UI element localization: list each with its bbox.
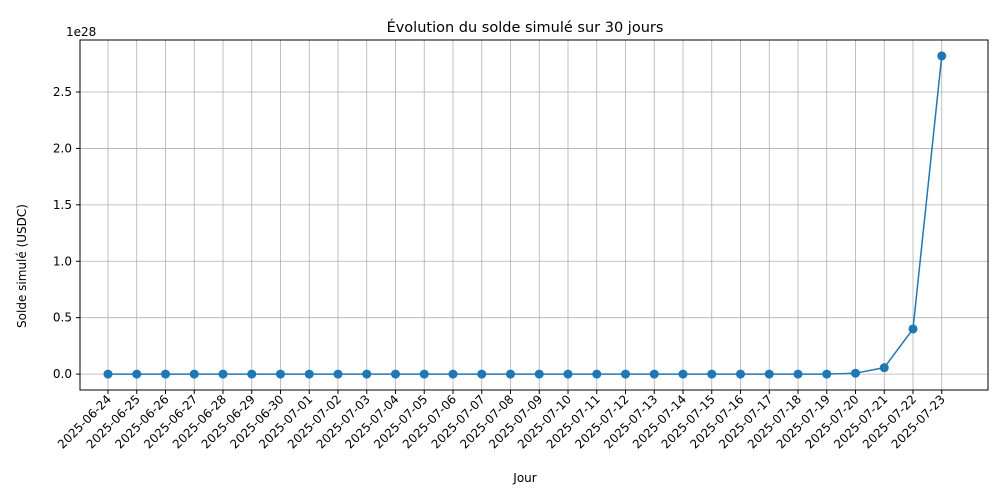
data-point <box>678 369 688 379</box>
plot-frame <box>79 39 989 391</box>
x-axis-label: Jour <box>512 471 536 485</box>
data-point <box>189 369 199 379</box>
data-point <box>908 324 918 334</box>
data-point <box>793 369 803 379</box>
y-tick-label: 0.5 <box>53 311 72 325</box>
data-point <box>822 369 832 379</box>
x-axis: 2025-06-242025-06-252025-06-262025-06-27… <box>55 390 948 451</box>
chart-title: Évolution du solde simulé sur 30 jours <box>387 19 664 36</box>
y-axis-label: Solde simulé (USDC) <box>15 204 29 328</box>
data-point <box>937 51 947 61</box>
data-point <box>276 369 285 379</box>
y-offset-label: 1e28 <box>66 25 96 39</box>
data-point <box>448 369 458 379</box>
y-tick-label: 1.0 <box>53 254 72 268</box>
data-point <box>333 369 343 379</box>
y-tick-label: 2.0 <box>53 141 72 155</box>
series <box>103 51 947 379</box>
data-point <box>649 369 659 379</box>
data-point <box>477 369 487 379</box>
y-tick-label: 2.5 <box>53 85 72 99</box>
grid <box>80 40 988 390</box>
y-tick-label: 1.5 <box>53 198 72 212</box>
y-axis: 0.0 0.5 1.0 1.5 2.0 2.5 <box>53 85 80 381</box>
data-point <box>103 369 113 379</box>
data-point <box>764 369 774 379</box>
data-point <box>621 369 630 379</box>
data-point <box>707 369 717 379</box>
data-point <box>132 369 142 379</box>
data-point <box>879 363 889 373</box>
data-point <box>851 368 860 378</box>
data-point <box>506 369 515 379</box>
series-line <box>108 55 943 375</box>
data-point <box>534 369 544 379</box>
data-point <box>161 369 170 379</box>
data-point <box>592 369 602 379</box>
y-tick-label: 0.0 <box>53 367 72 381</box>
data-point <box>391 369 400 379</box>
data-point <box>218 369 228 379</box>
data-point <box>736 369 745 379</box>
data-point <box>563 369 573 379</box>
data-point <box>362 369 372 379</box>
data-point <box>247 369 257 379</box>
data-point <box>304 369 314 379</box>
data-point <box>419 369 429 379</box>
